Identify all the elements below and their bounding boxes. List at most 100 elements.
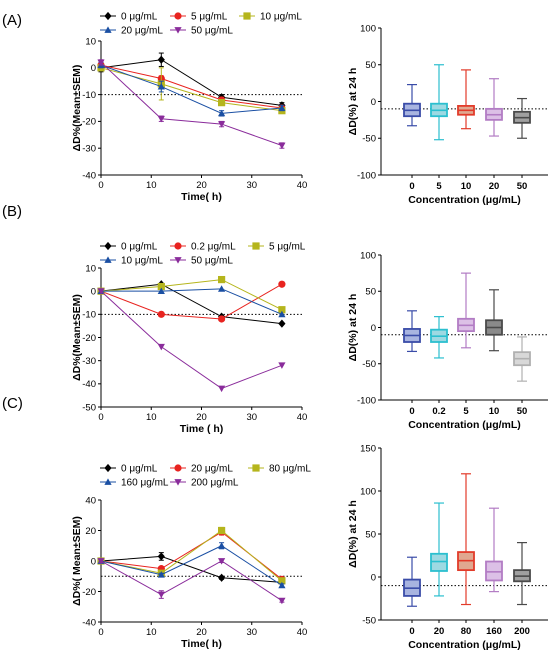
x-tick-label: 160 [486,626,502,637]
legend-marker [104,478,112,485]
box-1 [430,502,448,597]
legend-item: 5 μg/mL [170,12,228,23]
x-tick-label: 20 [196,627,207,638]
x-tick-label: 5 [436,181,442,192]
legend-item: 0 μg/mL [100,464,158,475]
x-tick-label: 20 [196,180,207,191]
data-point [278,142,286,150]
legend-item: 200 μg/mL [170,478,239,489]
x-tick-label: 40 [297,627,308,638]
x-axis-label: Time ( h) [180,423,224,435]
y-tick-label: 0 [371,323,376,334]
x-tick-label: 20 [434,626,445,637]
x-tick-label: 0 [98,180,103,191]
legend-label: 200 μg/mL [191,478,239,489]
box-0 [403,556,421,607]
legend-item: 10 μg/mL [100,256,163,267]
series-line [100,59,282,106]
data-point [218,573,226,582]
legend-marker [174,242,182,250]
legend-item: 20 μg/mL [100,26,163,37]
x-tick-label: 10 [461,181,472,192]
y-tick-label: -40 [82,379,96,390]
legend-label: 50 μg/mL [191,26,233,37]
data-point [97,59,105,67]
legend-marker [174,257,182,264]
box-3 [485,289,503,352]
legend-marker [104,26,112,33]
y-tick-label: -40 [82,170,96,181]
data-point [278,310,286,318]
series-line [100,555,282,583]
y-axis-label: ΔD(%) at 24 h [347,500,359,568]
y-tick-label: -20 [82,587,96,598]
data-point [278,597,286,605]
series-line [101,288,283,315]
y-tick-label: -10 [82,310,96,321]
series-line [100,529,283,582]
legend: 0 μg/mL 0.2 μg/mL 5 μg/mL 10 μg/mL 50 μg/mL [100,242,306,267]
series-1 [97,280,286,323]
legend-marker [174,464,182,472]
series-line [100,62,283,146]
data-point [157,552,165,561]
x-tick-label: 5 [463,406,469,417]
box-1 [430,64,448,141]
y-tick-label: -40 [82,617,96,628]
box-0 [403,83,421,127]
data-point [218,109,226,117]
x-tick-label: 40 [297,412,308,423]
series-4 [97,558,286,605]
legend-marker [243,12,251,20]
box-chart-c: 150 100 50 0 -50 0 20 80 160 200 Concentration (μg… [347,443,548,651]
data-point [157,591,165,599]
x-axis-label: Time( h) [181,191,222,203]
data-point [218,99,226,107]
y-tick-label: 50 [365,529,376,540]
data-point [218,526,226,535]
data-point [278,362,286,369]
y-tick-label: -50 [82,402,96,413]
y-tick-label: -20 [82,117,96,128]
x-axis-label: Concentration (μg/mL) [408,194,521,206]
legend-item: 10 μg/mL [239,12,302,23]
y-tick-label: -30 [82,144,96,155]
legend-label: 10 μg/mL [260,12,302,23]
box-chart-a: 100 50 0 -50 -100 0 5 10 20 50 Concentration (μg/m… [347,23,548,206]
box-3 [485,78,503,137]
y-tick-label: -50 [362,134,376,145]
y-tick-label: 50 [365,287,376,298]
legend-item: 50 μg/mL [170,26,233,37]
legend-marker [252,242,260,250]
legend-item: 0.2 μg/mL [170,242,236,253]
x-tick-label: 0 [98,412,103,423]
y-tick-label: 40 [85,495,96,506]
series-3 [97,542,286,589]
legend-marker [252,464,260,472]
series-line [100,531,283,580]
legend-label: 0.2 μg/mL [191,242,236,253]
legend-item: 160 μg/mL [100,478,169,489]
data-point [278,319,286,328]
y-tick-label: -50 [362,359,376,370]
x-tick-label: 0.2 [432,406,445,417]
x-tick-label: 0 [409,406,414,417]
series-line [100,545,283,586]
box-body [430,552,448,572]
data-point [157,115,165,123]
data-point [218,121,226,128]
x-tick-label: 30 [246,412,257,423]
y-tick-label: 50 [365,60,376,71]
data-point [218,542,226,549]
x-tick-label: 10 [146,180,157,191]
panel-label-a: (A) [2,12,22,29]
y-tick-label: -50 [362,615,376,626]
legend-label: 160 μg/mL [121,478,169,489]
series-line [100,283,282,325]
y-tick-label: 0 [371,97,376,108]
box-4 [513,336,531,382]
x-tick-label: 80 [461,626,472,637]
y-tick-label: 10 [85,36,96,47]
legend-label: 5 μg/mL [191,12,228,23]
